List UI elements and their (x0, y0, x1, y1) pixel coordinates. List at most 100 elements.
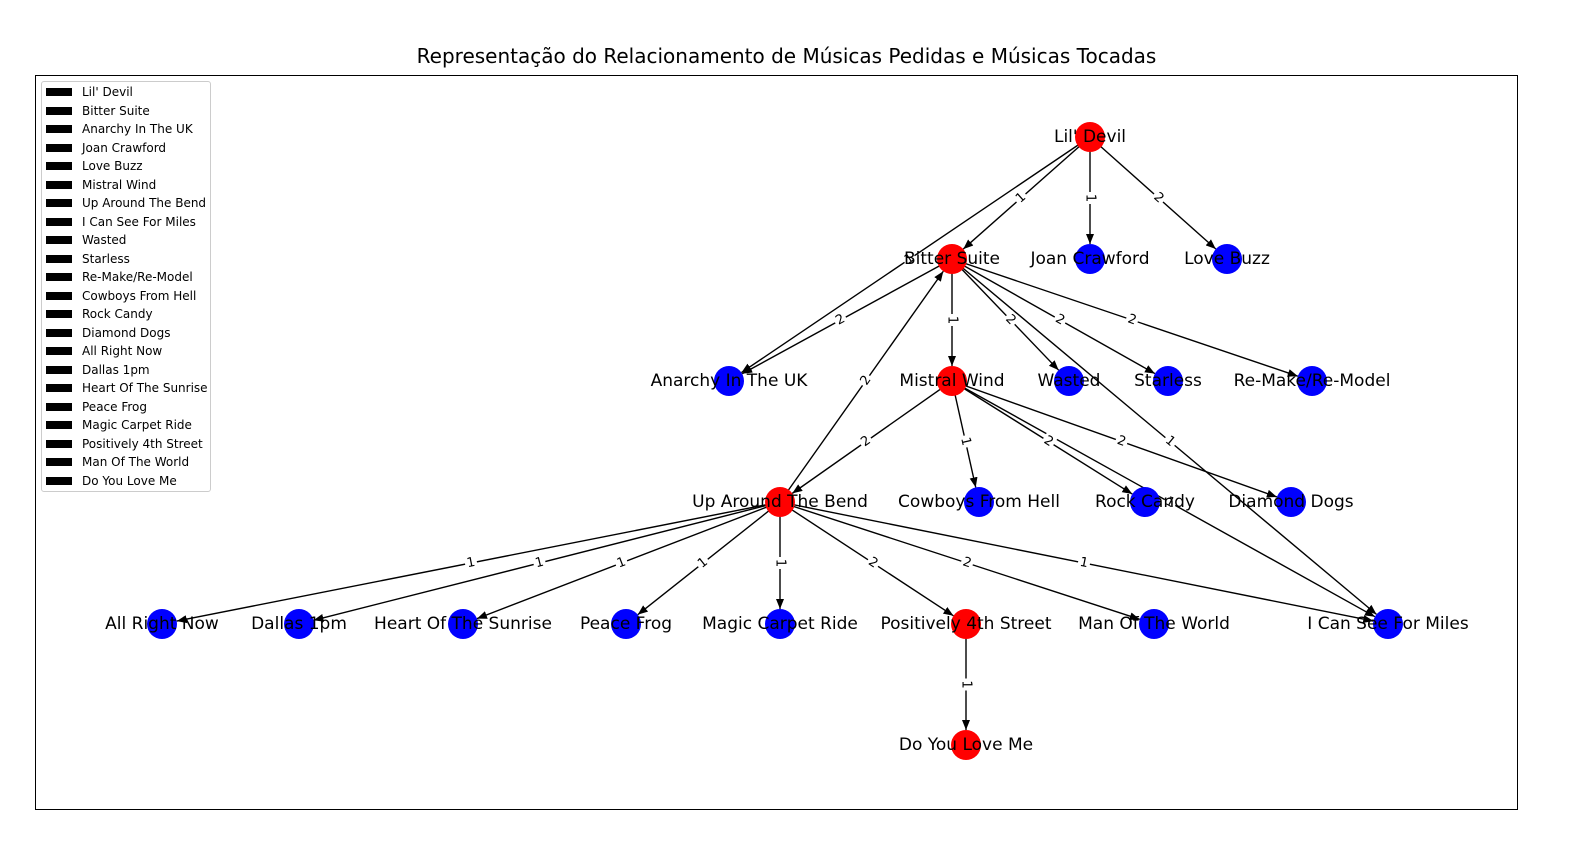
edge-up-around-the-bend-to-peace-frog (637, 501, 781, 616)
edge-mistral-wind-to-cowboys-from-hell (951, 380, 978, 488)
legend-item: Dallas 1pm (46, 361, 150, 379)
legend-swatch (46, 236, 72, 244)
legend-item: All Right Now (46, 342, 162, 360)
legend: Lil' Devil Bitter Suite Anarchy In The UK J… (41, 81, 211, 492)
legend-label: I Can See For Miles (82, 214, 196, 229)
legend-label: Bitter Suite (82, 103, 150, 118)
node-starless (1153, 366, 1183, 396)
edge-label-bg (900, 249, 919, 269)
edge-weight-label: 1 (1078, 555, 1089, 571)
edge-label-bg (693, 553, 713, 573)
node-label-peace-frog: Peace Frog (580, 614, 672, 634)
legend-swatch (46, 421, 72, 429)
node-bitter-suite (937, 244, 967, 274)
edge-label-bg (944, 314, 960, 326)
legend-item: Joan Crawford (46, 139, 166, 157)
node-label-up-around-the-bend: Up Around The Bend (692, 492, 868, 512)
legend-label: Starless (82, 251, 130, 266)
legend-item: Anarchy In The UK (46, 120, 193, 138)
edge-mistral-wind-to-i-can-see-for-miles (951, 380, 1376, 618)
legend-label: Heart Of The Sunrise (82, 381, 208, 395)
edge-label-bg (1123, 310, 1141, 330)
node-label-mistral-wind: Mistral Wind (899, 371, 1004, 391)
node-all-right-now (147, 609, 177, 639)
legend-item: Man Of The World (46, 453, 189, 471)
edge-label-bg (1050, 310, 1070, 330)
edges-layer (176, 136, 1377, 730)
legend-item: Starless (46, 250, 130, 268)
edge-mistral-wind-to-rock-candy (951, 380, 1133, 495)
legend-swatch (46, 310, 72, 318)
node-lil-devil (1075, 122, 1105, 152)
nodes-layer (147, 122, 1403, 760)
legend-label: Diamond Dogs (82, 325, 171, 340)
legend-swatch (46, 162, 72, 170)
node-label-cowboys-from-hell: Cowboys From Hell (898, 492, 1060, 512)
node-wasted (1054, 366, 1084, 396)
legend-swatch (46, 143, 72, 152)
node-label-diamond-dogs: Diamond Dogs (1228, 492, 1353, 512)
plot-frame (35, 75, 1518, 810)
edge-label-bg (856, 431, 876, 452)
edge-weight-label: 1 (959, 680, 974, 688)
node-label-all-right-now: All Right Now (105, 614, 219, 634)
edge-weight-label: 1 (945, 316, 960, 324)
node-label-man-of-the-world: Man Of The World (1078, 614, 1230, 634)
legend-swatch (46, 476, 72, 485)
legend-swatch (46, 254, 72, 263)
legend-item: Positively 4th Street (46, 435, 203, 453)
legend-label: Cowboys From Hell (82, 288, 197, 303)
legend-swatch (46, 180, 72, 189)
node-dallas-1pm (284, 609, 314, 639)
edge-label-bg (831, 310, 850, 330)
legend-label: Do You Love Me (82, 473, 177, 488)
node-heart-of-the-sunrise (448, 609, 478, 639)
edge-label-bg (613, 553, 630, 573)
edge-label-bg (1160, 431, 1180, 452)
legend-swatch (46, 347, 72, 355)
node-positively-4th-street (951, 609, 981, 639)
legend-label: Rock Candy (82, 307, 153, 321)
edge-label-bg (1000, 310, 1021, 330)
node-re-make-re-model (1297, 366, 1327, 396)
legend-label: Wasted (82, 233, 127, 247)
edge-label-bg (856, 370, 876, 391)
legend-swatch (46, 88, 72, 96)
legend-swatch (46, 402, 72, 411)
node-label-re-make-re-model: Re-Make/Re-Model (1234, 371, 1391, 391)
edge-mistral-wind-to-diamond-dogs (951, 380, 1278, 498)
edge-bitter-suite-to-wasted (951, 258, 1060, 371)
legend-swatch (46, 439, 72, 448)
node-i-can-see-for-miles (1373, 609, 1403, 639)
node-mistral-wind (937, 366, 967, 396)
legend-swatch (46, 125, 72, 133)
legend-item: Diamond Dogs (46, 324, 170, 342)
legend-swatch (46, 273, 72, 281)
node-label-anarchy-in-the-uk: Anarchy In The UK (651, 371, 809, 391)
legend-label: Man Of The World (82, 455, 190, 469)
edge-weight-label: 1 (957, 436, 973, 447)
edge-up-around-the-bend-to-heart-of-the-sunrise (476, 501, 781, 620)
legend-swatch (46, 106, 72, 115)
edge-label-bg (531, 553, 548, 573)
legend-label: Lil' Devil (82, 85, 133, 99)
legend-label: Up Around The Bend (82, 196, 207, 210)
legend-item: Bitter Suite (46, 102, 150, 120)
edge-up-around-the-bend-to-all-right-now (176, 501, 781, 624)
node-joan-crawford (1075, 244, 1105, 274)
legend-item: Up Around The Bend (46, 194, 206, 212)
node-labels-layer: Lil' Devil Bitter Suite Joan Crawford Love … (105, 127, 1469, 755)
legend-item: Magic Carpet Ride (46, 416, 192, 434)
legend-item: Do You Love Me (46, 472, 177, 490)
node-label-wasted: Wasted (1038, 371, 1101, 391)
edge-label-bg (772, 557, 788, 569)
legend-item: Re-Make/Re-Model (46, 268, 193, 286)
edge-label-bg (958, 678, 974, 691)
legend-label: Dallas 1pm (82, 362, 150, 377)
edge-bitter-suite-to-i-can-see-for-miles (951, 258, 1377, 615)
legend-label: Positively 4th Street (82, 436, 203, 451)
legend-swatch (46, 199, 72, 207)
edge-weight-label: 1 (534, 555, 546, 572)
node-magic-carpet-ride (765, 609, 795, 639)
legend-label: Re-Make/Re-Model (82, 270, 193, 284)
